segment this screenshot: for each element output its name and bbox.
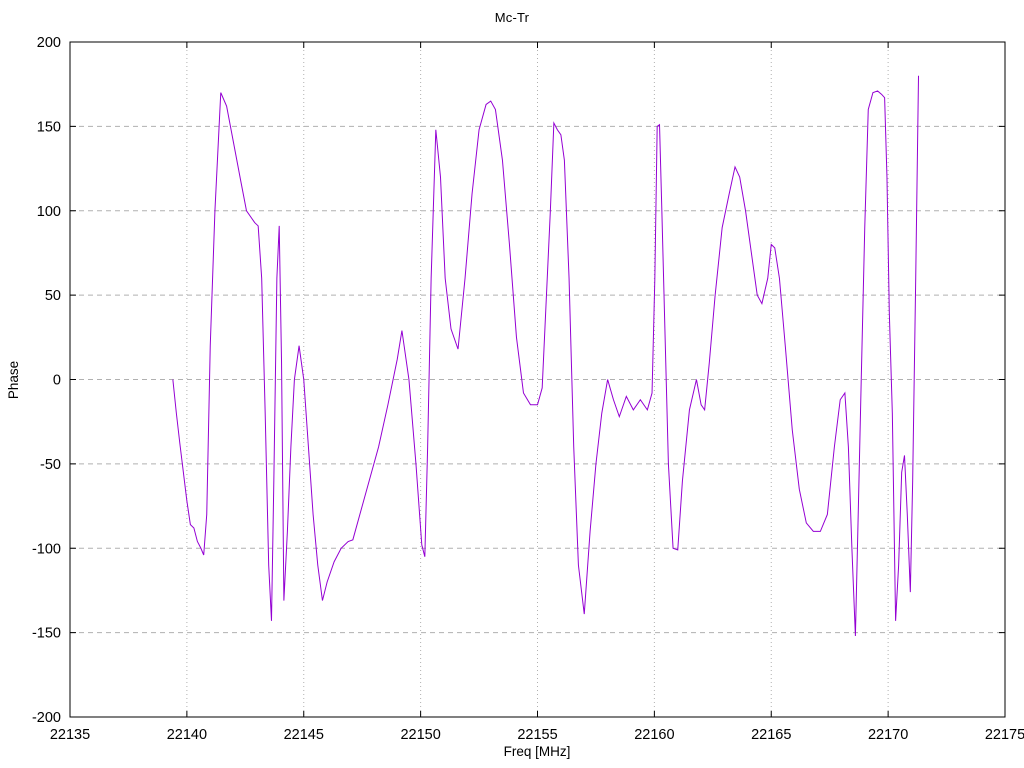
x-tick-label: 22140: [167, 727, 207, 743]
x-tick-label: 22155: [517, 727, 557, 743]
y-tick-label: 0: [53, 373, 61, 389]
x-axis-title: Freq [MHz]: [504, 744, 571, 759]
y-tick-label: -100: [32, 541, 61, 557]
y-tick-label: -50: [40, 457, 61, 473]
y-tick-label: -200: [32, 710, 61, 726]
x-tick-label: 22170: [868, 727, 908, 743]
y-tick-label: 150: [37, 119, 61, 135]
data-series-group: [172, 75, 920, 637]
y-tick-labels: -200 -150 -100 -50 0 50 100 150 200: [32, 35, 61, 726]
y-gridlines: [70, 125, 1005, 634]
y-tick-label: 50: [45, 288, 61, 304]
data-line: [172, 75, 920, 637]
x-tick-label: 22150: [400, 727, 440, 743]
y-tick-label: -150: [32, 626, 61, 642]
x-gridlines: [186, 42, 889, 717]
x-tick-label: 22160: [634, 727, 674, 743]
axis-ticks: [69, 41, 1006, 718]
x-tick-label: 22175: [985, 727, 1024, 743]
x-tick-labels: 22135 22140 22145 22150 22155 22160 22165 22170…: [50, 727, 1024, 743]
y-tick-label: 100: [37, 204, 61, 220]
x-tick-label: 22165: [751, 727, 791, 743]
x-tick-label: 22135: [50, 727, 90, 743]
x-tick-label: 22145: [284, 727, 324, 743]
y-axis-title: Phase: [6, 361, 21, 399]
chart-title: Mc-Tr: [494, 10, 530, 25]
y-tick-label: 200: [37, 35, 61, 51]
